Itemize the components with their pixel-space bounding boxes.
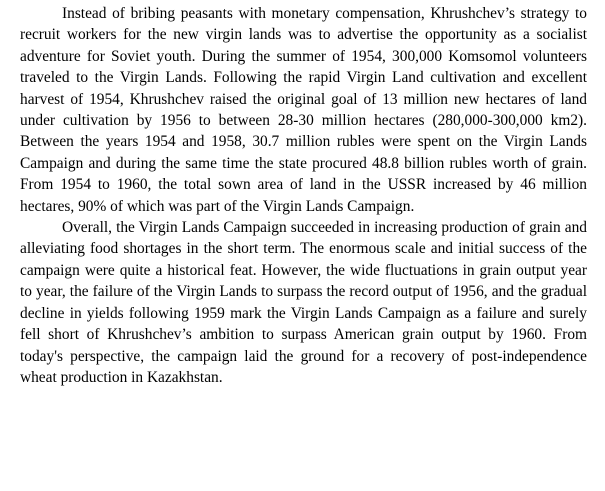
paragraph-virgin-lands-assessment: Overall, the Virgin Lands Campaign succe… xyxy=(20,219,587,386)
paragraph-virgin-lands-recruitment: Instead of bribing peasants with monetar… xyxy=(20,5,587,215)
